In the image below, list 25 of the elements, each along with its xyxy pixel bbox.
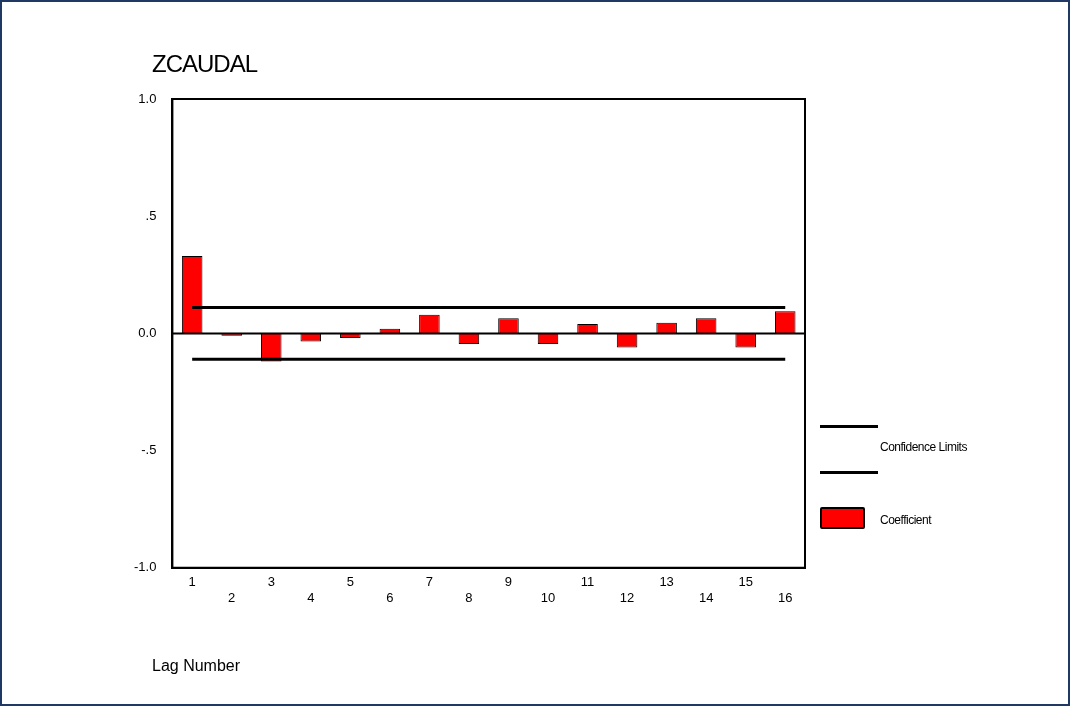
chart-title: ZCAUDAL	[152, 50, 258, 78]
x-tick-label: 6	[386, 589, 394, 605]
x-tick-label: 11	[580, 574, 595, 590]
y-tick-label: -1.0	[133, 559, 157, 575]
x-tick-label: 15	[738, 574, 753, 590]
x-tick-label: 9	[504, 574, 513, 590]
x-tick-label: 1	[188, 574, 196, 590]
x-tick-label: 8	[465, 589, 473, 605]
y-tick-label: 1.0	[138, 90, 157, 106]
x-axis-title: Lag Number	[152, 657, 241, 675]
x-tick-label: 10	[540, 589, 556, 605]
x-tick-label: 14	[698, 589, 714, 605]
x-tick-label: 16	[778, 589, 793, 605]
y-tick-label: .5	[145, 207, 157, 223]
x-tick-label: 5	[346, 574, 354, 590]
x-tick-label: 12	[619, 589, 635, 605]
x-tick-label: 13	[659, 574, 674, 590]
x-tick-label: 3	[267, 574, 275, 590]
y-tick-label: -.5	[141, 442, 157, 458]
y-tick-label: 0.0	[138, 324, 157, 340]
x-tick-label: 7	[425, 574, 434, 590]
x-tick-label: 2	[228, 589, 236, 605]
x-tick-label: 4	[307, 589, 315, 605]
text: Confidence Limits	[880, 440, 967, 454]
legend-label: Coefficient	[880, 512, 931, 527]
